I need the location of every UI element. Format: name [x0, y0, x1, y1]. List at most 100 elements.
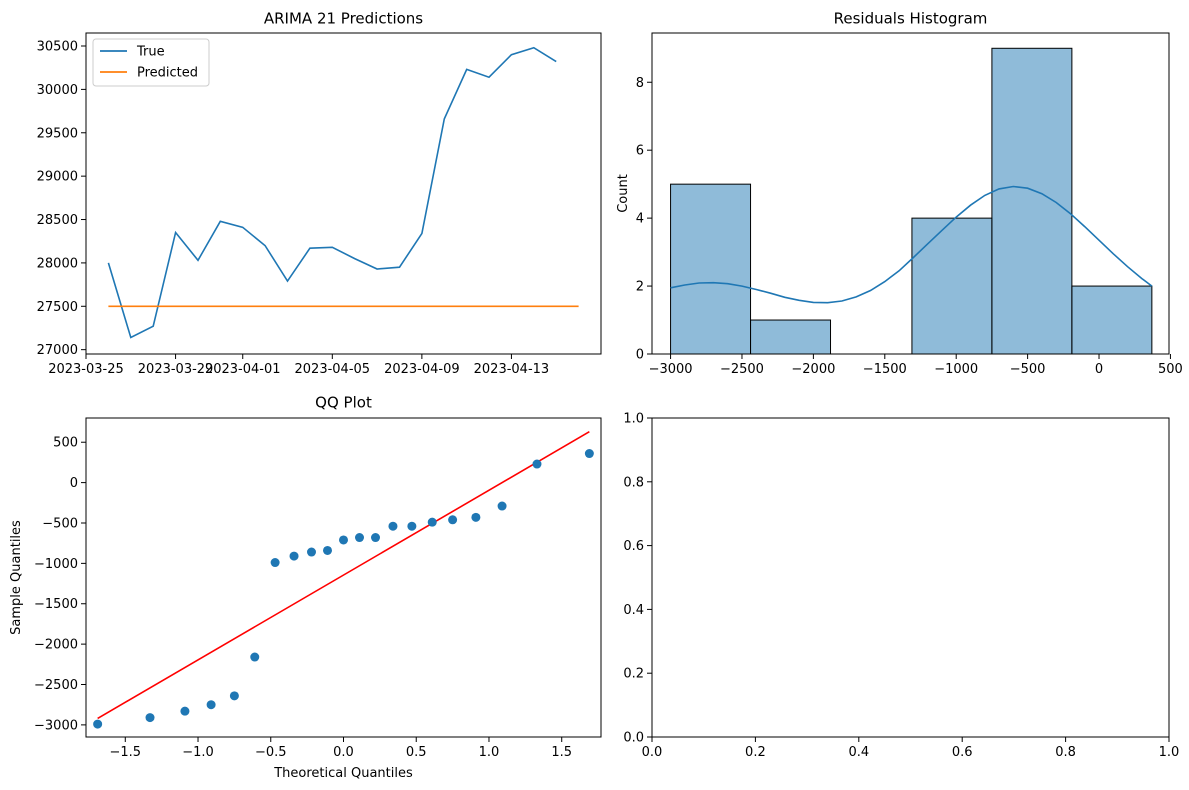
hist-ytick-label: 0 — [636, 348, 644, 363]
empty-ytick-label: 0.4 — [623, 603, 644, 618]
empty-ytick-label: 0.2 — [623, 667, 644, 682]
empty-ytick-label: 0.6 — [623, 539, 644, 554]
qq-title: QQ Plot — [315, 394, 372, 412]
qq-ytick-label: −2500 — [34, 678, 78, 693]
empty-xtick-label: 0.6 — [952, 745, 973, 760]
qq-point — [250, 652, 260, 662]
qq-point — [407, 521, 417, 531]
qq-point — [497, 501, 507, 511]
hist-xtick-label: −3000 — [649, 362, 693, 377]
pred-ytick-label: 30500 — [37, 40, 78, 55]
histogram-bar — [911, 217, 993, 355]
histogram-ticks: −3000 −2500 −2000 −1500 −1000 −500 0 500 0 2 4 6 8 — [636, 76, 1183, 377]
qq-point — [180, 706, 190, 716]
qq-point — [448, 515, 458, 525]
histogram-bar — [670, 183, 752, 355]
hist-xtick-label: −500 — [1010, 362, 1046, 377]
predictions-frame — [85, 32, 602, 355]
histogram-ylabel: Count — [616, 174, 631, 213]
qq-ylabel: Sample Quantiles — [9, 520, 24, 635]
empty-frame — [651, 417, 1170, 738]
qq-point — [427, 517, 437, 527]
qq-point — [584, 449, 594, 459]
qq-xtick-label: 0.0 — [333, 745, 354, 760]
qq-xtick-label: −1.5 — [109, 745, 141, 760]
empty-ytick-label: 0.8 — [623, 475, 644, 490]
qq-xtick-label: −0.5 — [255, 745, 287, 760]
pred-xtick-label: 2023-04-13 — [474, 362, 550, 377]
histogram-kde — [670, 185, 1153, 304]
qq-ytick-label: 0 — [70, 476, 78, 491]
hist-xtick-label: −2500 — [720, 362, 764, 377]
qq-marks — [93, 431, 594, 729]
empty-panel: 0.0 0.2 0.4 0.6 0.8 1.0 0.0 0.2 0.4 0.6 0.8 1.0 — [623, 412, 1179, 761]
qq-xtick-label: 1.0 — [479, 745, 500, 760]
hist-xtick-label: −2000 — [791, 362, 835, 377]
hist-xtick-label: 0 — [1095, 362, 1103, 377]
hist-xtick-label: 500 — [1158, 362, 1183, 377]
pred-ytick-label: 28500 — [37, 213, 78, 228]
qq-point — [371, 533, 381, 543]
qq-xtick-label: 1.5 — [551, 745, 572, 760]
pred-ytick-label: 27000 — [37, 343, 78, 358]
qq-point — [388, 521, 398, 531]
qq-point — [229, 691, 239, 701]
qq-point — [322, 545, 332, 555]
predictions-legend: True Predicted — [92, 38, 210, 87]
qq-point — [206, 700, 216, 710]
qq-point — [532, 459, 542, 469]
pred-ytick-label: 29000 — [37, 170, 78, 185]
empty-xtick-label: 0.0 — [642, 745, 663, 760]
pred-ytick-label: 30000 — [37, 83, 78, 98]
qq-ytick-label: −1500 — [34, 597, 78, 612]
qq-frame — [85, 417, 602, 738]
histogram-bars — [670, 47, 1153, 355]
empty-xtick-label: 0.4 — [848, 745, 869, 760]
hist-ytick-label: 8 — [636, 76, 644, 91]
hist-ytick-label: 2 — [636, 280, 644, 295]
empty-ytick-label: 1.0 — [623, 412, 644, 427]
qq-ytick-label: −500 — [42, 516, 78, 531]
qq-ytick-label: −1000 — [34, 557, 78, 572]
histogram-frame — [651, 32, 1170, 355]
hist-ytick-label: 6 — [636, 144, 644, 159]
predictions-panel: ARIMA 21 Predictions 2023-03-25 2023-03-2… — [37, 10, 602, 377]
predictions-series — [107, 46, 579, 339]
empty-xtick-label: 0.8 — [1055, 745, 1076, 760]
histogram-panel: Residuals Histogram Count −3000 −2500 −200… — [616, 10, 1183, 378]
kde-curve — [670, 185, 1153, 304]
legend-predicted-label: Predicted — [137, 66, 198, 81]
legend-true-label: True — [136, 45, 165, 60]
histogram-bar — [1071, 285, 1153, 355]
qq-xtick-label: −1.0 — [182, 745, 214, 760]
qq-ytick-label: −3000 — [34, 718, 78, 733]
hist-xtick-label: −1500 — [863, 362, 907, 377]
pred-xtick-label: 2023-04-05 — [295, 362, 371, 377]
qq-ticks: −1.5 −1.0 −0.5 0.0 0.5 1.0 1.5 −3000 −2500 −2000 −… — [34, 436, 572, 760]
qq-ytick-label: −2000 — [34, 638, 78, 653]
histogram-bar — [750, 319, 832, 355]
qq-xlabel: Theoretical Quantiles — [273, 766, 413, 781]
qq-reference-line — [97, 431, 590, 720]
qq-point — [339, 535, 348, 545]
hist-ytick-label: 4 — [636, 212, 644, 227]
qq-point — [145, 713, 155, 723]
qq-panel: QQ Plot Theoretical Quantiles Sample Qua… — [9, 394, 602, 781]
pred-ytick-label: 28000 — [37, 256, 78, 271]
histogram-title: Residuals Histogram — [834, 10, 988, 28]
empty-xtick-label: 1.0 — [1159, 745, 1180, 760]
qq-ytick-label: 500 — [53, 436, 78, 451]
qq-point — [306, 547, 316, 557]
empty-ytick-label: 0.0 — [623, 731, 644, 746]
qq-point — [471, 512, 481, 522]
pred-ytick-label: 27500 — [37, 300, 78, 315]
pred-ytick-label: 29500 — [37, 126, 78, 141]
hist-xtick-label: −1000 — [934, 362, 978, 377]
histogram-bar — [991, 47, 1073, 355]
pred-xtick-label: 2023-04-01 — [205, 362, 281, 377]
qq-point — [355, 533, 365, 543]
qq-point — [270, 558, 280, 568]
pred-xtick-label: 2023-04-09 — [384, 362, 460, 377]
pred-xtick-label: 2023-03-29 — [138, 362, 214, 377]
